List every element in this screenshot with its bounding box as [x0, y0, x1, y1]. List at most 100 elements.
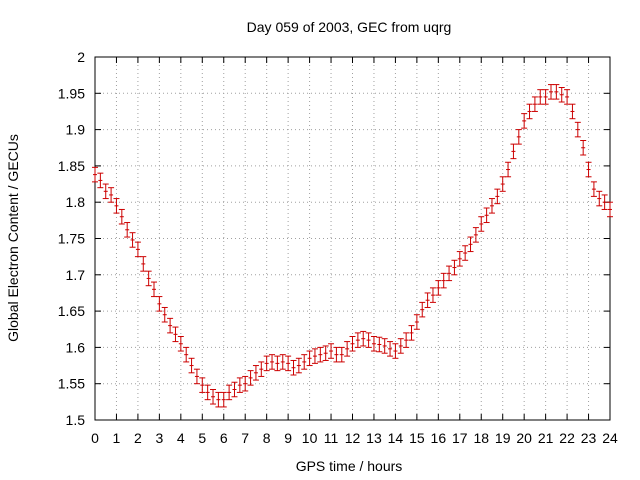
data-point: [360, 330, 367, 347]
data-point: [151, 281, 158, 298]
data-point: [435, 280, 442, 296]
x-tick-label: 9: [284, 430, 292, 446]
x-tick-label: 6: [220, 430, 228, 446]
data-point: [92, 166, 98, 183]
y-tick-label: 1.7: [66, 267, 86, 283]
data-point: [118, 208, 125, 225]
data-point: [161, 306, 168, 323]
x-tick-label: 13: [366, 430, 382, 446]
x-tick-label: 8: [263, 430, 271, 446]
data-point: [242, 375, 249, 392]
x-tick-label: 2: [134, 430, 142, 446]
x-tick-label: 14: [388, 430, 404, 446]
data-point: [564, 89, 571, 105]
data-point: [301, 354, 308, 370]
data-point: [279, 354, 286, 370]
data-point: [397, 338, 404, 354]
data-point: [322, 345, 329, 361]
y-tick-label: 1.55: [58, 376, 85, 392]
data-point: [537, 89, 544, 105]
y-axis-label: Global Electron Content / GECUs: [5, 134, 21, 342]
data-point: [333, 346, 340, 363]
data-point: [97, 172, 104, 189]
x-tick-label: 21: [538, 430, 554, 446]
x-tick-label: 22: [559, 430, 575, 446]
data-point: [258, 361, 265, 377]
data-point: [172, 326, 179, 343]
data-point: [311, 348, 318, 364]
x-tick-label: 19: [495, 430, 511, 446]
chart-title: Day 059 of 2003, GEC from uqrg: [247, 19, 452, 35]
data-point: [483, 207, 490, 224]
data-point: [263, 355, 270, 372]
data-point: [145, 270, 152, 287]
data-point: [446, 265, 453, 282]
data-point: [285, 355, 292, 372]
x-tick-label: 1: [113, 430, 121, 446]
y-tick-label: 1.75: [58, 231, 85, 247]
data-point: [328, 343, 335, 359]
data-point: [424, 292, 431, 308]
data-point: [510, 143, 517, 160]
data-point: [558, 86, 565, 103]
data-point: [215, 391, 222, 408]
x-tick-label: 12: [345, 430, 361, 446]
y-tick-label: 1.85: [58, 158, 85, 174]
data-point: [419, 301, 426, 318]
y-tick-label: 1.6: [66, 339, 86, 355]
y-tick-label: 1.8: [66, 194, 86, 210]
data-point: [451, 259, 458, 276]
data-point: [274, 355, 281, 372]
data-point: [129, 232, 136, 248]
data-point: [220, 391, 227, 408]
data-point: [193, 368, 200, 385]
data-point: [338, 346, 345, 363]
x-tick-label: 3: [155, 430, 163, 446]
data-point: [204, 384, 211, 401]
x-tick-label: 4: [177, 430, 185, 446]
x-tick-label: 15: [409, 430, 425, 446]
data-point: [494, 188, 501, 205]
data-point: [354, 332, 361, 348]
data-point: [167, 317, 174, 334]
data-point: [408, 325, 415, 341]
data-point: [113, 198, 120, 214]
data-point: [236, 377, 243, 393]
data-point: [542, 89, 549, 105]
data-point: [306, 350, 313, 367]
data-point: [413, 314, 420, 330]
data-point: [140, 256, 147, 272]
x-tick-label: 7: [241, 430, 249, 446]
x-tick-label: 20: [516, 430, 532, 446]
data-point: [317, 346, 324, 363]
data-point: [531, 96, 538, 112]
grid-lines: [95, 57, 610, 420]
data-point: [381, 338, 388, 354]
data-point: [580, 139, 587, 156]
y-tick-label: 2: [77, 49, 85, 65]
data-point: [478, 216, 485, 232]
data-point: [505, 161, 512, 178]
data-point: [456, 251, 463, 267]
data-point: [376, 336, 383, 353]
data-point: [387, 341, 394, 357]
data-point: [210, 389, 217, 405]
data-point: [601, 194, 608, 210]
data-point: [199, 377, 206, 393]
data-point: [226, 384, 233, 401]
x-tick-label: 18: [473, 430, 489, 446]
y-tick-label: 1.5: [66, 412, 86, 428]
data-point: [440, 272, 447, 289]
data-point: [499, 176, 506, 192]
data-point: [188, 357, 195, 374]
data-point: [596, 190, 603, 207]
data-point: [574, 121, 581, 138]
x-tick-label: 11: [324, 430, 339, 446]
data-point: [247, 370, 254, 386]
data-point: [177, 336, 184, 352]
data-point: [252, 365, 259, 381]
data-point: [344, 341, 351, 357]
data-point: [124, 222, 131, 238]
y-tick-label: 1.9: [66, 122, 86, 138]
